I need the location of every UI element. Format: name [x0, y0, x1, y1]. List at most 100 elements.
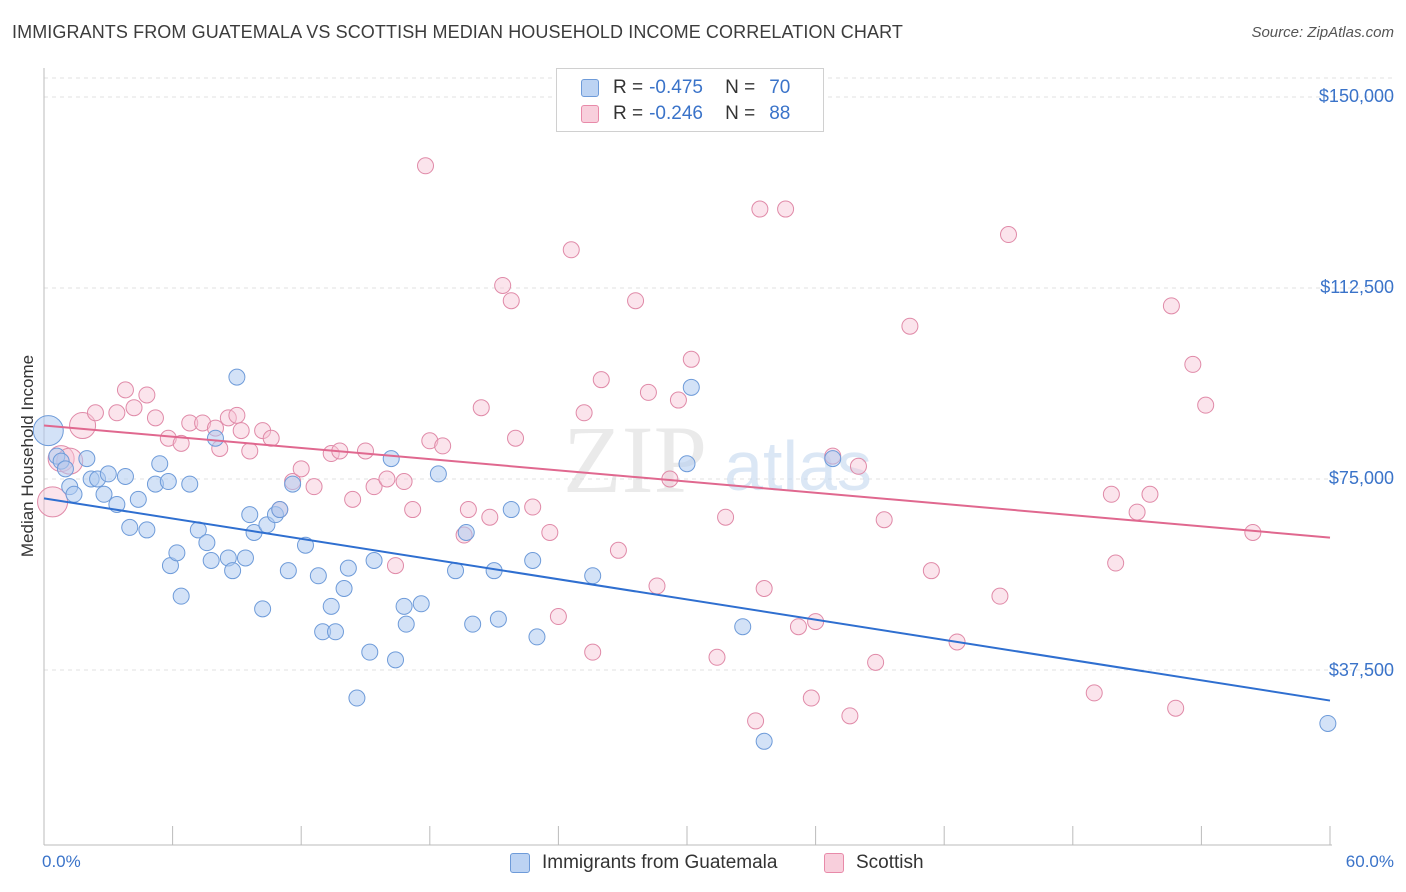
- guatemala-point: [279, 562, 297, 580]
- scottish-point: [1102, 485, 1120, 503]
- x-tick-label-max: 60.0%: [1345, 852, 1394, 871]
- guatemala-point: [339, 559, 357, 577]
- scottish-point: [991, 587, 1009, 605]
- guatemala-point: [524, 551, 542, 569]
- scottish-point: [609, 541, 627, 559]
- guatemala-point: [172, 587, 190, 605]
- scottish-point: [395, 473, 413, 491]
- guatemala-point: [241, 506, 259, 524]
- y-axis-label: Median Household Income: [18, 354, 37, 558]
- scottish-point: [867, 653, 885, 671]
- guatemala-point: [159, 473, 177, 491]
- scottish-point: [159, 429, 177, 447]
- scottish-point: [1162, 297, 1180, 315]
- guatemala-point: [397, 615, 415, 633]
- scottish-point: [1197, 396, 1215, 414]
- scottish-point: [365, 478, 383, 496]
- scottish-point: [502, 292, 520, 310]
- y-tick-label: $37,500: [1328, 660, 1394, 680]
- guatemala-point: [151, 455, 169, 473]
- scottish-points: [37, 157, 1262, 730]
- guatemala-point: [198, 534, 216, 552]
- legend-item-scottish[interactable]: Scottish: [824, 852, 924, 874]
- scottish-point: [1128, 503, 1146, 521]
- scottish-trend-line: [43, 424, 1331, 539]
- scottish-point: [562, 241, 580, 259]
- scottish-point: [777, 200, 795, 218]
- scottish-point: [378, 470, 396, 488]
- scottish-point: [292, 460, 310, 478]
- scottish-point: [494, 276, 512, 294]
- scottish-point: [849, 457, 867, 475]
- guatemala-point: [224, 562, 242, 580]
- scottish-point: [682, 350, 700, 368]
- guatemala-point: [412, 595, 430, 613]
- guatemala-point: [326, 623, 344, 641]
- scottish-point: [181, 414, 199, 432]
- scottish-point: [922, 562, 940, 580]
- guatemala-point: [32, 415, 64, 447]
- scottish-point: [708, 648, 726, 666]
- scottish-point: [404, 501, 422, 519]
- guatemala-point: [348, 689, 366, 707]
- scottish-point: [194, 414, 212, 432]
- scottish-point: [228, 406, 246, 424]
- scottish-point: [357, 442, 374, 460]
- scottish-point: [541, 523, 559, 541]
- scottish-point: [472, 399, 490, 417]
- x-tick-label-min: 0.0%: [42, 852, 81, 871]
- scottish-point: [755, 580, 773, 598]
- watermark-atlas: atlas: [724, 427, 872, 505]
- blue-swatch-icon: [581, 79, 599, 97]
- scottish-point: [747, 712, 765, 730]
- guatemala-point: [78, 450, 96, 468]
- scottish-point: [481, 508, 499, 526]
- scottish-point: [146, 409, 164, 427]
- n-label: N =: [725, 77, 756, 98]
- scottish-point: [584, 643, 602, 661]
- correlation-stats-box: R = -0.475 N = 70 R = -0.246 N = 88: [556, 68, 824, 132]
- scottish-point: [639, 383, 657, 401]
- scottish-point: [901, 317, 919, 335]
- r-label: R =: [613, 77, 644, 98]
- guatemala-point: [121, 518, 139, 536]
- guatemala-point: [1319, 714, 1337, 732]
- scottish-point: [232, 422, 250, 440]
- guatemala-point: [457, 523, 475, 541]
- scottish-point: [421, 432, 439, 450]
- scottish-point: [1141, 485, 1159, 503]
- scottish-point: [751, 200, 769, 218]
- guatemala-point: [254, 600, 272, 618]
- n-value: 70: [769, 77, 791, 98]
- scottish-point: [305, 478, 323, 496]
- pink-swatch-icon: [824, 853, 844, 873]
- guatemala-point: [181, 475, 199, 493]
- guatemala-point: [528, 628, 546, 646]
- scottish-point: [841, 707, 859, 725]
- gridlines: [44, 77, 1396, 671]
- guatemala-point: [489, 610, 507, 628]
- scottish-point: [717, 508, 735, 526]
- stats-row-guatemala: R = -0.475 N = 70: [581, 76, 790, 100]
- y-tick-label: $75,000: [1328, 468, 1394, 488]
- scottish-point: [1244, 523, 1262, 541]
- guatemala-point: [335, 580, 353, 598]
- guatemala-point: [395, 597, 413, 615]
- scottish-point: [789, 618, 807, 636]
- guatemala-point: [464, 615, 482, 633]
- legend-label: Immigrants from Guatemala: [542, 852, 778, 873]
- guatemala-point: [365, 551, 383, 569]
- scottish-point: [875, 511, 893, 529]
- guatemala-point: [584, 567, 602, 585]
- scottish-point: [1000, 226, 1017, 244]
- scottish-point: [86, 404, 104, 422]
- blue-swatch-icon: [510, 853, 530, 873]
- guatemala-point: [361, 643, 379, 661]
- guatemala-point: [228, 368, 246, 386]
- r-value: -0.475: [649, 77, 703, 98]
- scottish-point: [108, 404, 126, 422]
- legend-item-guatemala[interactable]: Immigrants from Guatemala: [510, 852, 777, 874]
- guatemala-point: [271, 501, 289, 519]
- guatemala-point: [678, 455, 696, 473]
